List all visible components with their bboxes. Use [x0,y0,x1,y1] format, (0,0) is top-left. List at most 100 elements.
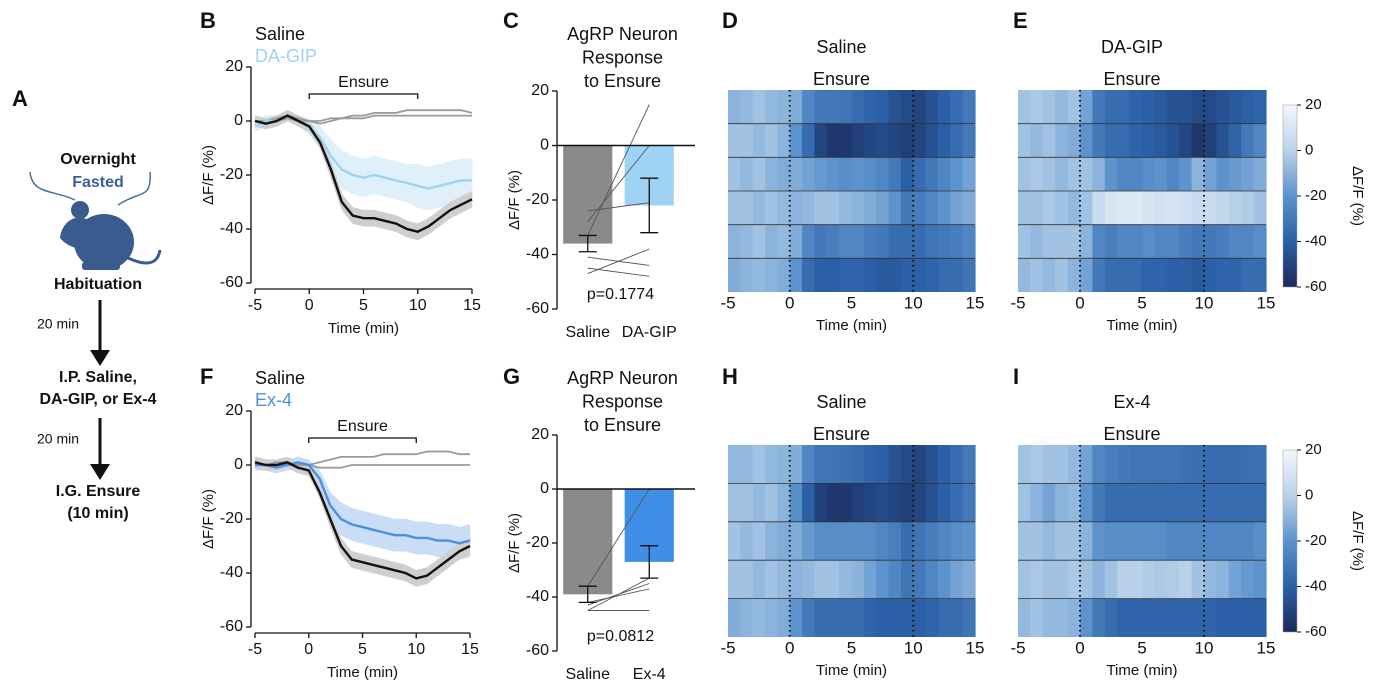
heat-cell [814,90,828,124]
heat-cell [814,445,828,484]
x-tick-label: 0 [1075,638,1084,657]
heat-cell [777,445,791,484]
heat-cell [950,224,964,259]
heat-cell [1018,598,1031,637]
heat-cell [876,560,890,599]
heat-cell [863,445,877,484]
heat-cell [1204,258,1217,292]
individual-line [587,145,650,223]
heat-cell [1018,445,1031,484]
heat-cell [851,90,865,124]
heat-cell [1179,445,1193,484]
chart-title: to Ensure [584,415,661,435]
y-axis-label: ΔF/F (%) [200,145,217,205]
heat-cell [777,483,791,522]
heat-cell [937,157,951,191]
heat-cell [1067,560,1081,599]
heat-cell [789,521,803,561]
heat-cell [876,90,890,124]
heat-cell [1166,191,1180,225]
heat-cell [1191,191,1205,225]
x-tick-label: 15 [1257,638,1276,657]
heat-cell [1018,224,1031,259]
heat-cell [863,521,877,561]
heat-cell [1241,123,1255,158]
heat-cell [1228,598,1242,637]
heat-cell [1191,560,1205,599]
heat-cell [1154,521,1168,561]
heat-cell [1042,445,1056,484]
heat-cell [1142,560,1155,599]
heat-cell [876,191,890,225]
heat-cell [728,560,741,599]
heat-cell [789,445,803,484]
heat-cell [900,224,914,259]
heat-cell [1080,123,1093,158]
heat-cell [1117,123,1131,158]
interval: 20 min [37,316,79,332]
heat-cell [1080,598,1093,637]
heat-cell [913,483,927,522]
annotation-text: Ensure [338,74,389,91]
heat-cell [1241,521,1255,561]
heat-cell [888,560,902,599]
heat-cell [863,157,877,191]
x-tick-label: 15 [461,641,479,658]
heat-cell [1179,157,1193,191]
heat-cell [962,258,976,292]
legend-entry: Saline [255,24,305,44]
heat-cell [1179,224,1193,259]
x-tick-label: 10 [904,638,923,657]
heat-cell [1216,483,1230,522]
heat-cell [900,483,914,522]
heat-cell [789,483,803,522]
data-line [254,461,471,580]
x-axis-label: Time (min) [816,662,887,679]
heat-cell [1030,224,1044,259]
heat-cell [1117,598,1131,637]
heat-cell [1030,521,1044,561]
heat-cell [1154,157,1168,191]
heat-cell [789,224,803,259]
colorbar-tick-label: -60 [1305,623,1327,640]
heat-cell [777,90,791,124]
heat-cell [740,191,754,225]
heat-cell [851,598,865,637]
x-tick-label: DA-GIP [622,324,677,341]
heat-cell [728,483,741,522]
chart-title: DA-GIP [1101,37,1163,57]
y-tick-label: 20 [531,82,549,99]
individual-line [587,202,650,212]
heat-cell [839,445,853,484]
heat-cell [740,560,754,599]
heat-cell [1104,157,1118,191]
heat-cell [1055,224,1069,259]
x-tick-label: 10 [1195,293,1214,312]
heat-cell [962,90,976,124]
heat-cell [925,258,939,292]
x-tick-label: -5 [248,641,262,658]
heat-cell [1080,483,1093,522]
heat-cell [1216,445,1230,484]
heat-cell [765,191,778,225]
heat-cell [765,445,778,484]
heat-cell [814,157,828,191]
heat-cell [765,483,778,522]
heat-cell [1253,90,1267,124]
step-text: I.P. Saline, [59,369,137,386]
heat-cell [1228,157,1242,191]
heat-cell [814,224,828,259]
heat-cell [888,191,902,225]
heat-cell [1055,521,1069,561]
heat-cell [1042,123,1056,158]
heat-cell [1104,224,1118,259]
heat-cell [1129,90,1143,124]
heat-cell [1092,258,1106,292]
heat-cell [1204,191,1217,225]
heat-cell [900,560,914,599]
heat-cell [1166,90,1180,124]
heat-cell [1129,224,1143,259]
heat-cell [1228,560,1242,599]
heat-cell [752,445,766,484]
heat-cell [1216,521,1230,561]
